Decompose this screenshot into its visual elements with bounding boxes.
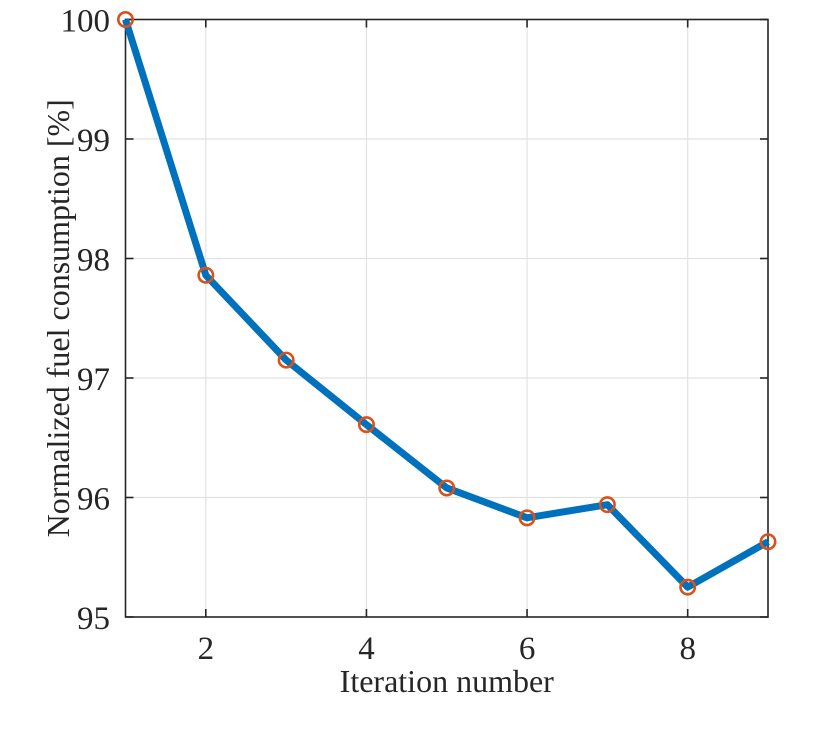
y-tick-label: 99 (77, 123, 110, 159)
y-tick-label: 96 (77, 482, 110, 518)
data-markers (117, 11, 777, 596)
data-marker (277, 351, 295, 369)
data-marker (438, 479, 456, 497)
data-marker (518, 509, 536, 527)
x-tick-label: 2 (198, 631, 215, 667)
y-axis-label: Normalized fuel consumption [%] (40, 99, 76, 537)
data-marker (117, 11, 135, 28)
data-marker (197, 266, 215, 284)
y-tick-label: 100 (61, 4, 111, 40)
y-tick-labels: 95 96 97 98 99 100 (61, 4, 111, 638)
x-tick-label: 8 (679, 631, 696, 667)
x-tick-labels: 2 4 6 8 (198, 631, 696, 667)
y-tick-label: 95 (77, 601, 110, 637)
axes-box (124, 18, 769, 618)
data-line (122, 18, 770, 591)
y-tick-label: 97 (77, 362, 110, 398)
data-marker (759, 533, 777, 551)
data-marker (357, 416, 375, 434)
y-tick-label: 98 (77, 243, 110, 279)
x-axis-label: Iteration number (340, 663, 554, 699)
data-marker (679, 578, 697, 596)
gridlines (125, 19, 768, 617)
axis-ticks (125, 18, 768, 618)
x-tick-label: 4 (358, 631, 375, 667)
x-tick-label: 6 (519, 631, 536, 667)
data-marker (598, 496, 616, 514)
